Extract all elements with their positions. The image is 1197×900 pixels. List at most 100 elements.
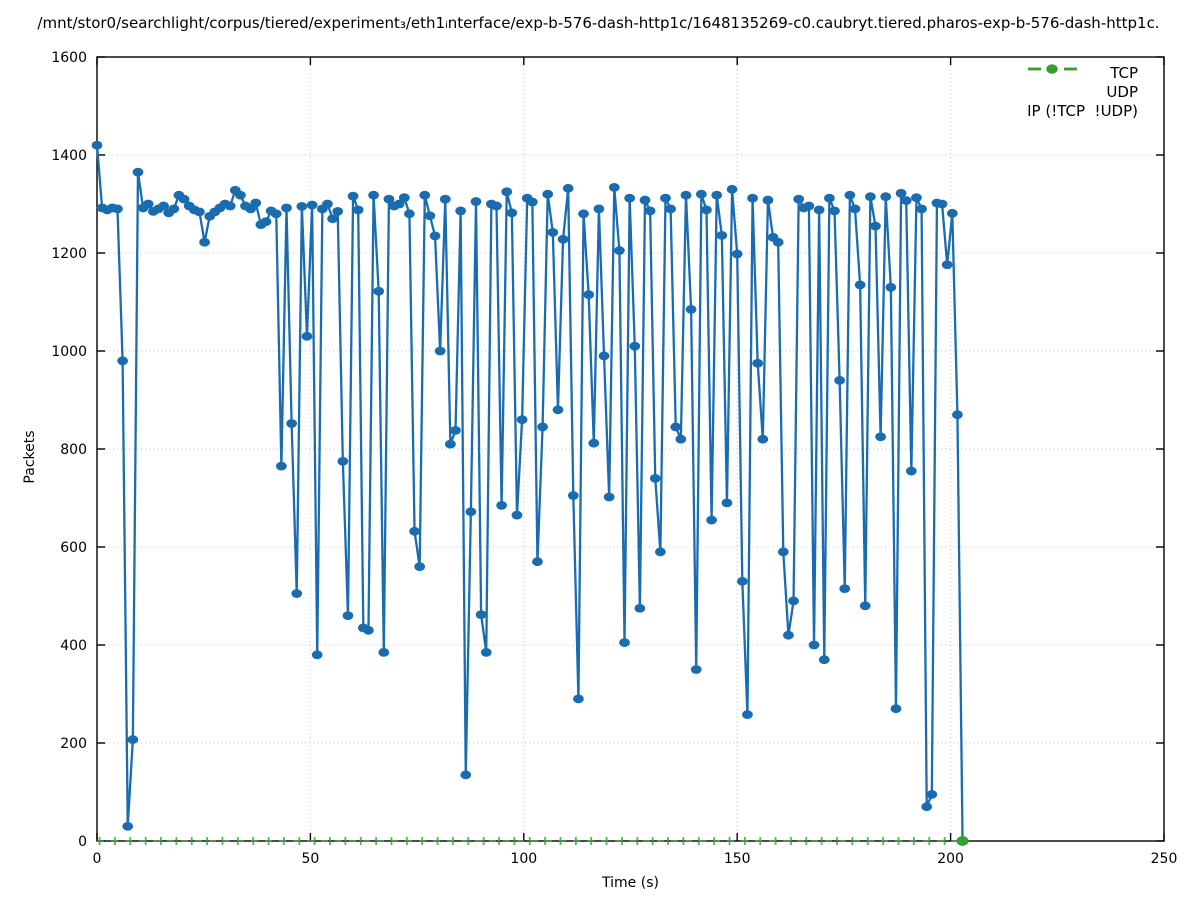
tcp-data-point <box>670 422 682 432</box>
tcp-data-point <box>742 710 753 719</box>
tcp-data-point <box>542 189 554 199</box>
tcp-data-point <box>250 198 262 208</box>
tcp-data-point <box>383 194 395 204</box>
ip-series-markers <box>98 837 961 845</box>
tcp-data-point <box>127 735 139 744</box>
tcp-data-point <box>342 611 354 620</box>
tcp-data-point <box>322 199 333 209</box>
tcp-data-point <box>158 201 169 211</box>
tcp-data-point <box>475 610 487 620</box>
tcp-data-point <box>91 140 103 150</box>
x-tick-label: 200 <box>937 851 964 867</box>
tcp-data-point <box>460 770 472 780</box>
tcp-data-point <box>168 204 180 214</box>
tcp-data-point <box>378 647 390 657</box>
tcp-data-point <box>552 405 564 415</box>
tcp-data-point <box>578 209 589 219</box>
tcp-data-point <box>419 190 431 200</box>
tcp-data-point <box>199 237 210 247</box>
tcp-data-point <box>844 190 856 200</box>
tcp-data-point <box>839 584 851 594</box>
tcp-data-point <box>480 647 492 657</box>
legend: TCP UDP IP (!TCP !UDP) <box>1027 63 1147 120</box>
y-tick-label: 800 <box>60 442 87 458</box>
tcp-data-point <box>224 201 236 211</box>
tcp-data-point <box>235 190 246 200</box>
x-axis-label: Time (s) <box>602 875 659 891</box>
tcp-data-point <box>772 237 784 247</box>
tcp-data-point <box>573 694 584 704</box>
tcp-data-point <box>496 500 508 510</box>
tcp-data-point <box>721 498 733 508</box>
tcp-data-point <box>593 204 605 214</box>
tcp-data-point <box>695 189 707 199</box>
tcp-data-point <box>603 492 615 502</box>
chart-title: /mnt/stor0/searchlight/corpus/tiered/exp… <box>37 14 1160 32</box>
tcp-data-point <box>665 204 677 214</box>
tcp-data-point <box>122 821 134 831</box>
tcp-data-point <box>952 410 963 420</box>
tcp-data-point <box>680 190 692 200</box>
x-tick-label: 100 <box>510 851 537 867</box>
tcp-data-point <box>777 547 789 557</box>
tcp-data-point <box>526 197 538 207</box>
tcp-data-point <box>890 704 902 714</box>
tcp-data-point <box>311 650 323 660</box>
tcp-data-point <box>296 202 308 211</box>
tcp-data-point <box>911 193 922 203</box>
tcp-data-point <box>854 280 866 290</box>
y-tick-label: 0 <box>78 834 87 850</box>
tcp-data-point <box>736 576 748 586</box>
tcp-data-point <box>752 358 764 368</box>
tcp-data-point <box>880 192 892 202</box>
tcp-data-point <box>870 221 881 231</box>
tcp-data-point <box>465 507 477 517</box>
tcp-series-markers <box>91 140 968 846</box>
tcp-data-point <box>788 596 799 606</box>
tcp-data-point <box>619 638 630 647</box>
legend-label-udp: UDP <box>1106 82 1138 101</box>
tcp-data-point <box>444 439 456 449</box>
tcp-data-point <box>567 491 579 500</box>
tcp-data-point <box>813 205 825 215</box>
tcp-data-point <box>194 207 205 217</box>
tcp-data-point <box>506 208 518 218</box>
tcp-data-point <box>532 557 543 567</box>
tcp-data-point <box>885 282 897 292</box>
tcp-data-point <box>685 304 697 314</box>
tcp-data-point <box>455 206 467 216</box>
tcp-data-point <box>142 199 154 209</box>
legend-sample-ip <box>1028 64 1078 74</box>
tcp-data-point <box>675 434 687 444</box>
tcp-data-point <box>608 182 620 192</box>
x-tick-labels: 0 50 100 150 200 250 <box>93 851 1178 867</box>
tcp-data-point <box>747 193 758 203</box>
tcp-data-point <box>905 466 917 476</box>
y-tick-label: 200 <box>60 736 87 752</box>
y-tick-labels: 0 200 400 600 800 1000 1200 1400 1600 <box>51 50 87 850</box>
y-tick-label: 600 <box>60 540 87 556</box>
tcp-data-point <box>332 206 344 216</box>
tcp-data-point <box>644 206 656 216</box>
tcp-data-point <box>895 188 907 198</box>
y-tick-label: 1000 <box>51 344 87 360</box>
tcp-data-point <box>823 193 835 203</box>
tcp-data-point <box>537 422 548 432</box>
tcp-data-point <box>731 249 743 259</box>
tcp-data-point <box>117 356 129 366</box>
tcp-data-point <box>306 200 318 210</box>
tcp-data-point <box>393 199 405 209</box>
tcp-data-point <box>654 547 666 557</box>
tcp-data-point <box>491 201 502 211</box>
tcp-data-point <box>409 526 420 536</box>
tcp-data-point <box>301 331 313 341</box>
y-tick-label: 1400 <box>51 148 87 164</box>
tcp-data-point <box>757 434 769 444</box>
gridlines <box>97 57 1164 841</box>
tcp-data-point <box>424 211 436 221</box>
y-tick-label: 400 <box>60 638 87 654</box>
tcp-data-point <box>834 376 846 385</box>
tcp-data-point <box>783 630 794 640</box>
tcp-data-point <box>726 184 738 194</box>
